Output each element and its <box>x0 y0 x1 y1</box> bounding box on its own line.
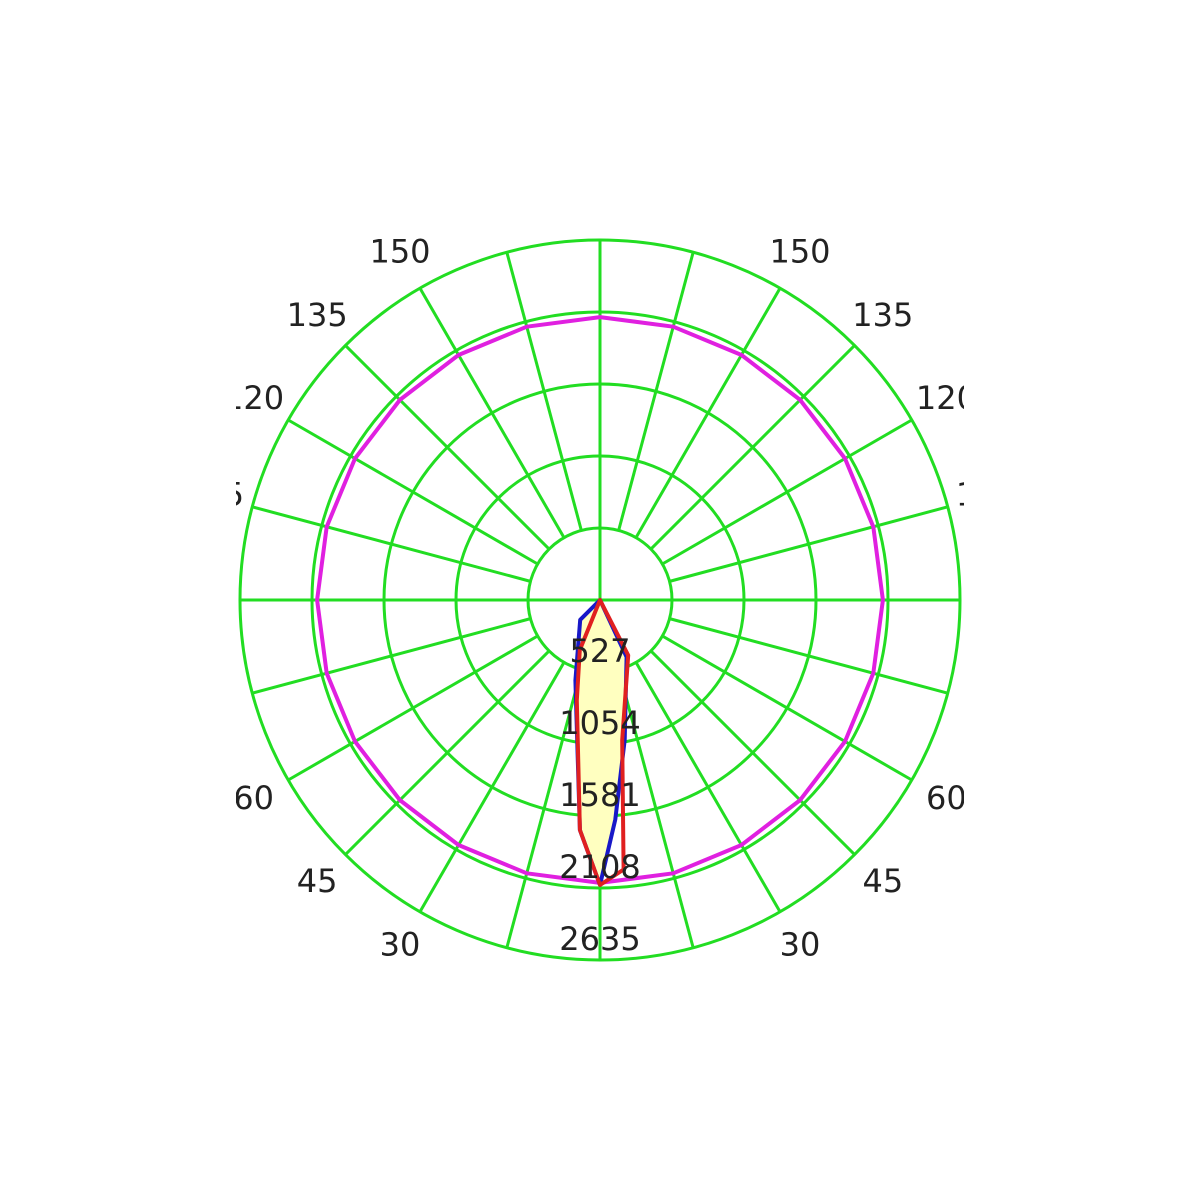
grid-spoke <box>505 251 583 531</box>
grid-spoke <box>418 661 566 913</box>
angle-tick-label: 60 <box>233 779 274 817</box>
intensity-curve <box>574 598 631 887</box>
radial-tick-label: 2635 <box>559 920 640 958</box>
angle-tick-label: 45 <box>297 862 338 900</box>
grid-spoke <box>617 669 695 949</box>
angle-tick-label: 45 <box>862 862 903 900</box>
grid-spoke <box>661 418 913 566</box>
angle-tick-label: 165 <box>673 193 734 231</box>
grid-spoke <box>634 661 782 913</box>
radial-tick-label: 1581 <box>559 776 640 814</box>
angle-tick-label: 30 <box>780 925 821 963</box>
grid-spoke <box>661 634 913 782</box>
angle-tick-label: 120 <box>916 379 977 417</box>
grid-spoke <box>505 669 583 949</box>
angle-tick-label: 150 <box>769 233 830 271</box>
radial-tick-label: 1054 <box>559 704 640 742</box>
marks <box>315 315 885 887</box>
grid-spoke <box>669 505 949 583</box>
radial-tick-label: 2108 <box>559 848 640 886</box>
angle-tick-label: 135 <box>852 296 913 334</box>
grid-spoke <box>344 649 551 856</box>
angle-tick-label: 150 <box>369 233 430 271</box>
grid-spoke <box>649 649 856 856</box>
angle-tick-label: 135 <box>287 296 348 334</box>
grid-spoke <box>251 617 531 695</box>
angle-tick-label: 105 <box>956 475 1017 513</box>
grid-spoke <box>251 505 531 583</box>
grid-spoke <box>287 634 539 782</box>
angle-tick-label: 75 <box>193 683 234 721</box>
grid <box>238 238 962 962</box>
angle-tick-label: 30 <box>380 925 421 963</box>
radial-tick-label: 527 <box>569 632 630 670</box>
labels: 527 1054 1581 2108 2635 30 45 60 75 105 120 135 150 1… <box>183 193 1017 964</box>
angle-tick-label: 165 <box>466 193 527 231</box>
grid-spoke <box>418 287 566 539</box>
grid-spoke <box>344 344 551 551</box>
grid-spoke <box>287 418 539 566</box>
grid-spoke <box>617 251 695 531</box>
angle-tick-label: 105 <box>183 475 244 513</box>
angle-tick-label: 60 <box>926 779 967 817</box>
grid-spoke <box>669 617 949 695</box>
angle-tick-label: 120 <box>223 379 284 417</box>
angle-tick-label: 75 <box>966 683 1007 721</box>
grid-spoke <box>634 287 782 539</box>
grid-spoke <box>649 344 856 551</box>
